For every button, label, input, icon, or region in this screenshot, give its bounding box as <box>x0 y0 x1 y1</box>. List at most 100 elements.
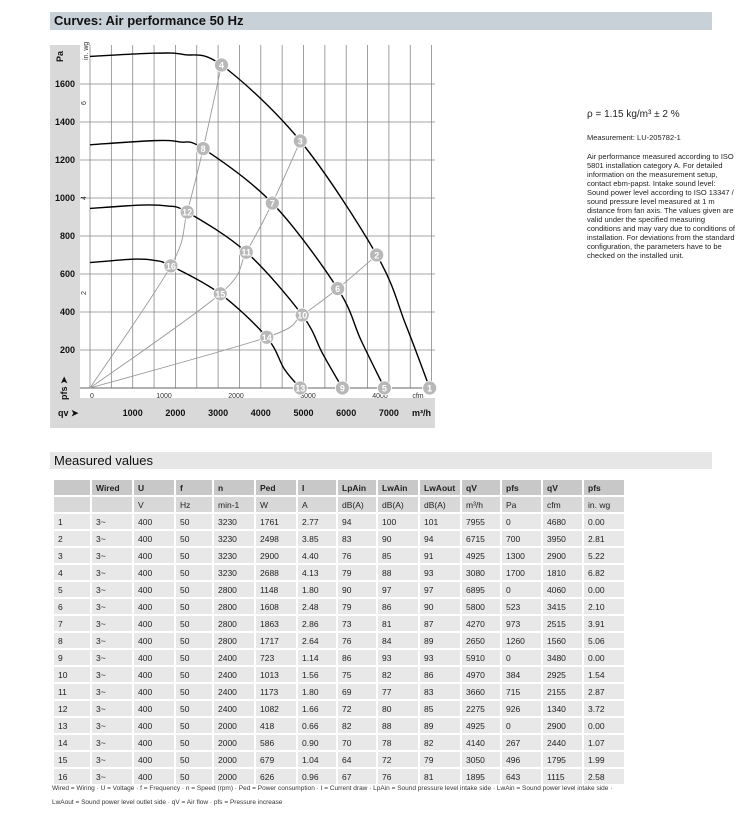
y2-unit-label: in. wg <box>83 42 90 60</box>
table-cell: 0.00 <box>582 512 626 531</box>
table-cell: 2155 <box>541 682 584 701</box>
table-cell: 5.06 <box>582 631 626 650</box>
y-unit-label: Pa <box>55 50 65 62</box>
table-cell: A <box>296 495 338 514</box>
table-cell: 1.14 <box>296 648 338 667</box>
table-cell: 1 <box>52 512 92 531</box>
table-cell: 90 <box>376 529 420 548</box>
operating-point-marker <box>422 380 438 396</box>
y-axis-band <box>50 45 80 428</box>
table-cell: 3480 <box>541 648 584 667</box>
table-cell: 6895 <box>460 580 502 599</box>
table-cell: 9 <box>52 648 92 667</box>
x-tick-label: 4000 <box>251 408 271 418</box>
table-row: 2 3~ 400 50 3230 2498 3.85 83 90 94 6715 700 3950 2.8… <box>52 529 626 548</box>
table-row: 7 3~ 400 50 2800 1863 2.86 73 81 87 4270 973 2515 3.9… <box>52 614 626 633</box>
table-cell: W <box>254 495 298 514</box>
table-cell: 2.64 <box>296 631 338 650</box>
table-cell: 1260 <box>500 631 543 650</box>
table-cell: 93 <box>376 648 420 667</box>
fan-curve-3230 <box>89 52 431 389</box>
table-cell: 715 <box>500 682 543 701</box>
operating-point-label: 16 <box>166 261 176 271</box>
x2-unit-label: cfm <box>412 393 423 400</box>
table-cell: 4140 <box>460 733 502 752</box>
table-cell: 5800 <box>460 597 502 616</box>
fan-curve-2800 <box>89 139 386 389</box>
table-cell: 3~ <box>90 614 134 633</box>
table-cell: 89 <box>418 716 462 735</box>
table-cell: dB(A) <box>336 495 378 514</box>
y-tick-label: 200 <box>60 345 75 355</box>
density-label: ρ = 1.15 kg/m³ ± 2 % <box>587 109 680 120</box>
table-cell: 2.48 <box>296 597 338 616</box>
operating-point-marker <box>294 307 310 323</box>
table-cell: 400 <box>132 716 176 735</box>
operating-point-label: 9 <box>340 384 345 394</box>
table-cell: 89 <box>418 631 462 650</box>
table-cell: 2900 <box>541 546 584 565</box>
table-cell: 80 <box>376 699 420 718</box>
table-cell: 0.66 <box>296 716 338 735</box>
table-cell: Ped <box>254 478 298 497</box>
table-cell: 0.90 <box>296 733 338 752</box>
table-cell: 2800 <box>212 580 256 599</box>
operating-point-marker <box>214 57 229 73</box>
operating-point-marker <box>259 329 275 345</box>
operating-point-label: 6 <box>335 284 340 294</box>
table-cell: 50 <box>174 597 214 616</box>
table-cell: 2.77 <box>296 512 338 531</box>
table-cell: 723 <box>254 648 298 667</box>
table-row: 8 3~ 400 50 2800 1717 2.64 76 84 89 2650 1260 1560 5.… <box>52 631 626 650</box>
table-cell: 76 <box>336 631 378 650</box>
table-cell: 50 <box>174 563 214 582</box>
y-tick-label: 1600 <box>55 79 75 89</box>
table-cell: 2.81 <box>582 529 626 548</box>
table-cell: 50 <box>174 614 214 633</box>
table-cell: 3~ <box>90 716 134 735</box>
table-row: 5 3~ 400 50 2800 1148 1.80 90 97 97 6895 0 4060 0.00 <box>52 580 626 599</box>
table-cell: 4925 <box>460 716 502 735</box>
y-tick-label: 600 <box>60 269 75 279</box>
table-cell: 81 <box>418 767 462 786</box>
table-cell <box>52 478 92 497</box>
table-cell: 84 <box>376 631 420 650</box>
table-cell: 700 <box>500 529 543 548</box>
table-cell: 72 <box>336 699 378 718</box>
table-cell: 6715 <box>460 529 502 548</box>
y2-tick-label: 2 <box>81 291 88 295</box>
table-cell: 1717 <box>254 631 298 650</box>
table-cell: 496 <box>500 750 543 769</box>
table-cell: 93 <box>418 648 462 667</box>
table-cell: 50 <box>174 750 214 769</box>
table-cell: 400 <box>132 529 176 548</box>
table-cell: 1.66 <box>296 699 338 718</box>
system-curve <box>89 254 378 389</box>
table-cell: 15 <box>52 750 92 769</box>
measurement-description: Air performance measured according to IS… <box>587 152 736 260</box>
table-cell: 86 <box>336 648 378 667</box>
table-cell: 3050 <box>460 750 502 769</box>
table-cell: 93 <box>418 563 462 582</box>
table-cell: 2000 <box>212 767 256 786</box>
table-cell: 4 <box>52 563 92 582</box>
table-cell: 4925 <box>460 546 502 565</box>
table-cell: 1.54 <box>582 665 626 684</box>
table-row: 15 3~ 400 50 2000 679 1.04 64 72 79 3050 496 1795 1.9… <box>52 750 626 769</box>
table-cell: 586 <box>254 733 298 752</box>
table-cell: 3415 <box>541 597 584 616</box>
table-cell: 50 <box>174 699 214 718</box>
x-axis-label: qv ➤ <box>58 408 79 418</box>
table-cell: 78 <box>376 733 420 752</box>
operating-point-marker <box>377 380 392 396</box>
operating-point-label: 5 <box>382 384 387 394</box>
table-cell: 2900 <box>254 546 298 565</box>
operating-point-marker <box>179 204 195 220</box>
table-cell: 4.13 <box>296 563 338 582</box>
table-cell: 50 <box>174 716 214 735</box>
operating-point-label: 7 <box>270 199 275 209</box>
table-cell: 2800 <box>212 597 256 616</box>
table-cell: 50 <box>174 512 214 531</box>
x-tick-label: 6000 <box>336 408 356 418</box>
table-cell: 400 <box>132 648 176 667</box>
